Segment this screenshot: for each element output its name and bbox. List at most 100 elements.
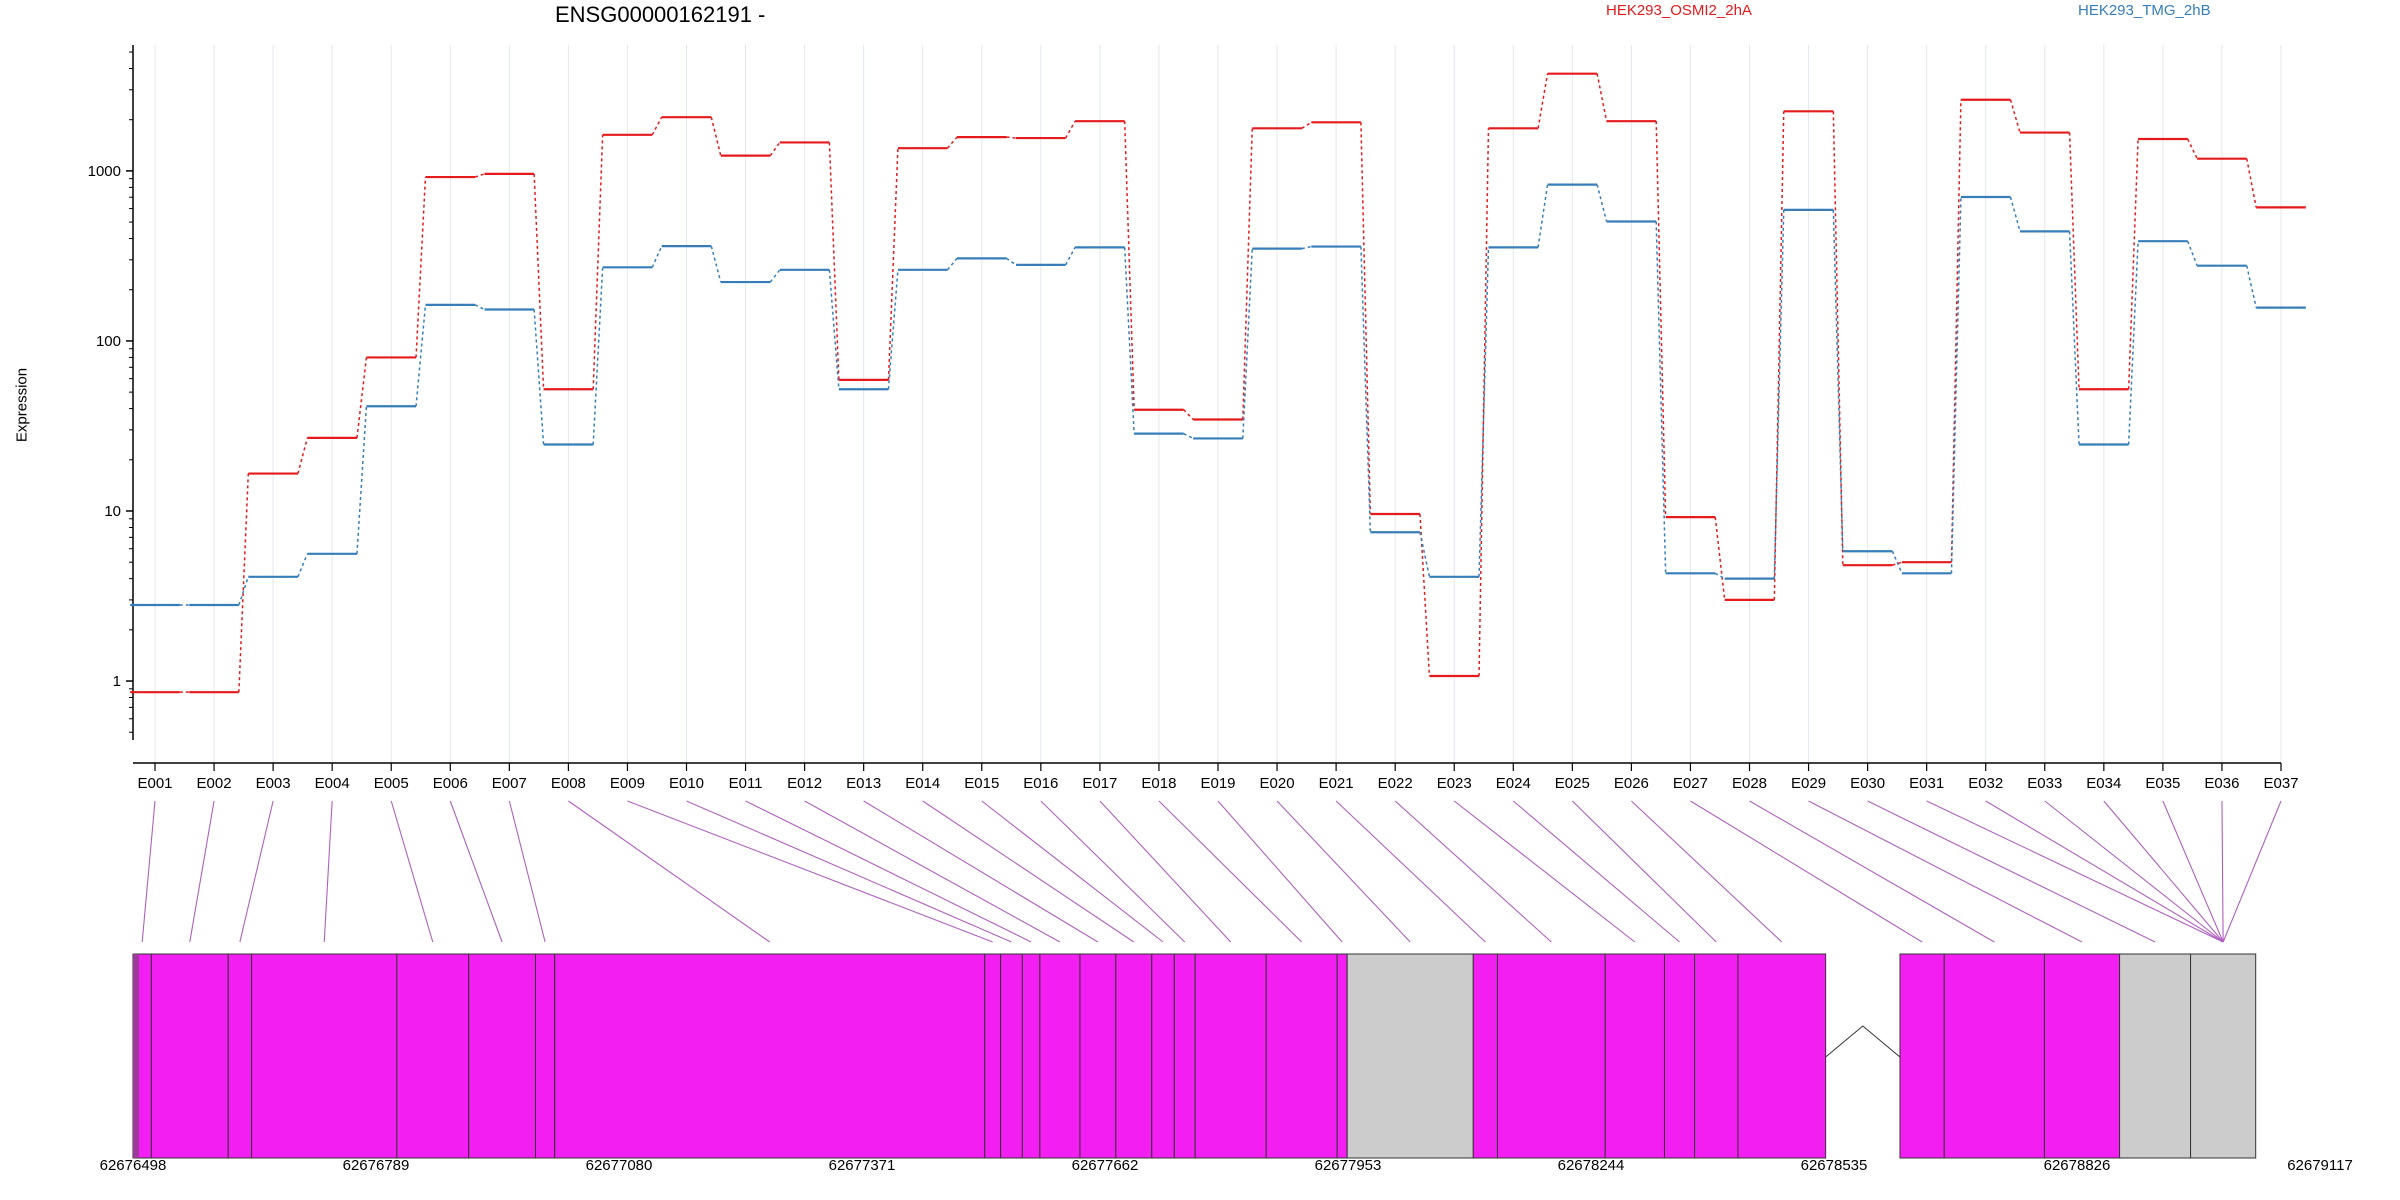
legend-series-2: HEK293_TMG_2hB (2078, 2, 2211, 19)
exon-connector-lines (141, 800, 2282, 943)
exon-block-15 (1151, 953, 1175, 1159)
exon-block-29 (2043, 953, 2121, 1159)
segment (769, 142, 781, 157)
segment (1537, 73, 1549, 129)
segment (238, 576, 250, 606)
segment (2246, 158, 2257, 208)
gene-model (132, 953, 2257, 1159)
segment (828, 269, 840, 390)
segment (887, 269, 899, 390)
x-tick-label-E032: E032 (1968, 775, 2003, 792)
exon-block-20 (1346, 953, 1474, 1159)
connector-E006 (449, 800, 503, 943)
exon-block-27 (1899, 953, 1945, 1159)
exon-block-25 (1694, 953, 1739, 1159)
segment (415, 304, 427, 407)
x-tick-label-E026: E026 (1614, 775, 1649, 792)
segment (1537, 184, 1549, 248)
connector-E034 (2103, 800, 2224, 943)
segment (297, 553, 309, 578)
connector-E030 (1867, 800, 2156, 943)
x-tick-label-E031: E031 (1909, 775, 1944, 792)
connector-E028 (1749, 800, 1995, 943)
segment (592, 267, 604, 445)
segment (1832, 209, 1844, 552)
segment (828, 142, 840, 380)
connector-E011 (745, 800, 1032, 943)
exon-block-5 (396, 953, 470, 1159)
x-tick-label-E012: E012 (787, 775, 822, 792)
exon-block-2 (150, 953, 229, 1159)
segment (2186, 240, 2198, 266)
segment (1950, 99, 1962, 563)
segment (1360, 246, 1372, 533)
connector-E014 (922, 800, 1135, 943)
exon-block-21 (1472, 953, 1498, 1159)
gene-start-marker (133, 954, 139, 1158)
segment (710, 116, 722, 156)
x-tick-label-E007: E007 (492, 775, 527, 792)
series-1-line (130, 72, 2306, 694)
x-tick-label-E027: E027 (1673, 775, 1708, 792)
series-2-line (130, 183, 2306, 607)
x-axis-ticks: E001 E002 E003 E004 E005 E006 E007 E008 E009 E010… (133, 762, 2299, 792)
y-tick-label-1: 1 (113, 673, 121, 690)
connector-E017 (1099, 800, 1232, 943)
exon-block-16 (1173, 953, 1196, 1159)
x-tick-label-E034: E034 (2086, 775, 2121, 792)
connector-E008 (568, 800, 771, 943)
segment (769, 269, 781, 283)
x-tick-label-E004: E004 (315, 775, 350, 792)
x-tick-label-E037: E037 (2263, 775, 2298, 792)
x-tick-label-E023: E023 (1437, 775, 1472, 792)
segment (1064, 120, 1076, 139)
segment (1006, 257, 1017, 266)
segment (2068, 132, 2080, 390)
x-tick-label-E033: E033 (2027, 775, 2062, 792)
x-tick-label-E015: E015 (964, 775, 999, 792)
segment (1891, 550, 1903, 574)
segment (1242, 248, 1254, 439)
exon-block-9 (984, 953, 1002, 1159)
segment (887, 148, 899, 380)
legend-series-1: HEK293_OSMI2_2hA (1606, 2, 1752, 19)
segment (2246, 265, 2257, 308)
axes: 1 10 100 1000 (88, 45, 134, 740)
connector-E015 (981, 800, 1164, 943)
x-tick-label-E013: E013 (846, 775, 881, 792)
x-tick-label-E025: E025 (1555, 775, 1590, 792)
segment (2009, 196, 2021, 232)
segment (1950, 197, 1962, 574)
exon-block-10 (1000, 953, 1023, 1159)
x-tick-label-E001: E001 (137, 775, 172, 792)
coord-label-62676789: 62676789 (343, 1157, 410, 1174)
segment (1478, 128, 1490, 677)
exon-block-13 (1079, 953, 1117, 1159)
x-tick-label-E008: E008 (551, 775, 586, 792)
segment (651, 116, 663, 136)
connector-E029 (1808, 800, 2083, 943)
segment (1123, 247, 1135, 434)
segment (1773, 209, 1785, 579)
x-tick-label-E035: E035 (2145, 775, 2180, 792)
exon-block-6 (468, 953, 536, 1159)
connector-E022 (1394, 800, 1552, 943)
connector-E025 (1571, 800, 1717, 943)
segment (1655, 121, 1667, 518)
segment (1596, 73, 1608, 122)
coord-label-62677953: 62677953 (1315, 1157, 1382, 1174)
x-tick-label-E028: E028 (1732, 775, 1767, 792)
exon-block-12 (1039, 953, 1081, 1159)
exon-block-18 (1265, 953, 1338, 1159)
connector-E013 (863, 800, 1099, 943)
coord-label-62677662: 62677662 (1072, 1157, 1139, 1174)
segment (356, 406, 368, 554)
connector-E018 (1158, 800, 1303, 943)
coord-label-62676498: 62676498 (100, 1157, 167, 1174)
connector-E024 (1512, 800, 1680, 943)
exon-block-14 (1115, 953, 1153, 1159)
connector-E002 (189, 800, 215, 943)
connector-E009 (627, 800, 993, 943)
connector-E033 (2044, 800, 2224, 943)
segment (1655, 221, 1667, 574)
